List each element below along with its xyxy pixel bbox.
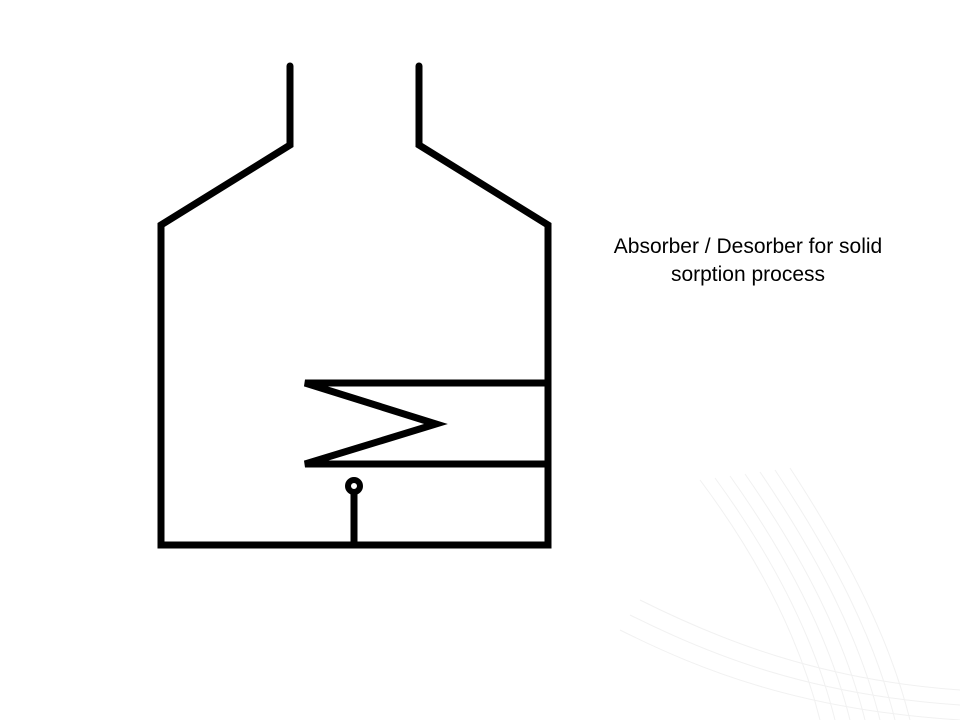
caption-line-1: Absorber / Desorber for solid: [613, 235, 883, 258]
sensor-bulb: [345, 477, 363, 495]
diagram-caption: Absorber / Desorber for solid sorption p…: [578, 233, 918, 289]
heat-exchanger-coil: [303, 379, 552, 468]
caption-line-2: sorption process: [670, 263, 826, 286]
vessel-outline: [157, 62, 552, 549]
